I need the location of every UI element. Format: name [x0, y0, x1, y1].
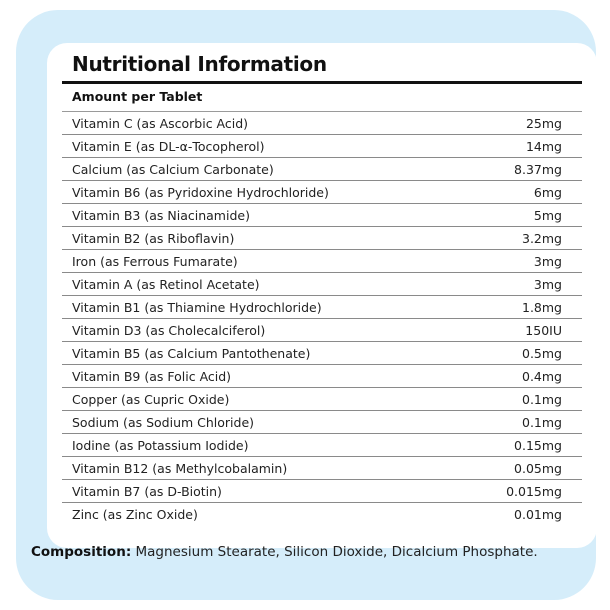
- nutrient-amount: 0.1mg: [522, 414, 562, 430]
- table-row: Sodium (as Sodium Chloride) 0.1mg: [62, 410, 582, 433]
- nutrient-name: Iodine (as Potassium Iodide): [72, 437, 249, 453]
- nutrient-name: Vitamin B9 (as Folic Acid): [72, 368, 232, 384]
- nutrient-name: Copper (as Cupric Oxide): [72, 391, 230, 407]
- table-row: Vitamin B7 (as D-Biotin) 0.015mg: [62, 479, 582, 502]
- nutrient-amount: 25mg: [525, 115, 562, 131]
- nutrient-amount: 8.37mg: [514, 161, 562, 177]
- nutrient-amount: 14mg: [525, 138, 562, 154]
- nutrient-name: Vitamin C (as Ascorbic Acid): [72, 115, 249, 131]
- nutrient-name: Vitamin B12 (as Methylcobalamin): [72, 460, 288, 476]
- table-row: Iron (as Ferrous Fumarate) 3mg: [62, 249, 582, 272]
- nutrient-amount: 0.1mg: [522, 391, 562, 407]
- nutrient-name: Vitamin A (as Retinol Acetate): [72, 276, 260, 292]
- table-row: Iodine (as Potassium Iodide) 0.15mg: [62, 433, 582, 456]
- table-row: Vitamin B5 (as Calcium Pantothenate) 0.5m…: [62, 341, 582, 364]
- nutrient-amount: 5mg: [533, 207, 562, 223]
- composition-text: Magnesium Stearate, Silicon Dioxide, Dic…: [135, 544, 538, 560]
- nutrient-amount: 1.8mg: [522, 299, 562, 315]
- nutrient-name: Sodium (as Sodium Chloride): [72, 414, 255, 430]
- nutrient-table: Vitamin C (as Ascorbic Acid) 25mg Vitamin …: [62, 111, 582, 525]
- table-row: Vitamin B12 (as Methylcobalamin) 0.05mg: [62, 456, 582, 479]
- nutrient-amount: 0.05mg: [514, 460, 562, 476]
- table-row: Vitamin D3 (as Cholecalciferol) 150IU: [62, 318, 582, 341]
- nutrient-name: Vitamin B1 (as Thiamine Hydrochloride): [72, 299, 322, 315]
- nutrient-amount: 3mg: [533, 276, 562, 292]
- table-row: Vitamin A (as Retinol Acetate) 3mg: [62, 272, 582, 295]
- composition: Composition: Magnesium Stearate, Silicon…: [31, 544, 538, 560]
- nutrient-name: Zinc (as Zinc Oxide): [72, 506, 198, 522]
- nutrient-amount: 3.2mg: [522, 230, 562, 246]
- nutrient-name: Vitamin E (as DL-α-Tocopherol): [72, 138, 265, 154]
- nutrient-name: Vitamin D3 (as Cholecalciferol): [72, 322, 266, 338]
- table-row: Calcium (as Calcium Carbonate) 8.37mg: [62, 157, 582, 180]
- nutrient-name: Vitamin B6 (as Pyridoxine Hydrochloride): [72, 184, 329, 200]
- table-row: Vitamin B6 (as Pyridoxine Hydrochloride)…: [62, 180, 582, 203]
- nutrient-name: Iron (as Ferrous Fumarate): [72, 253, 238, 269]
- page-title: Nutritional Information: [72, 52, 327, 76]
- nutrient-amount: 6mg: [533, 184, 562, 200]
- nutrient-amount: 0.4mg: [522, 368, 562, 384]
- nutrient-name: Vitamin B2 (as Riboflavin): [72, 230, 235, 246]
- amount-per-tablet-header: Amount per Tablet: [72, 89, 203, 104]
- table-row: Copper (as Cupric Oxide) 0.1mg: [62, 387, 582, 410]
- nutrient-name: Vitamin B3 (as Niacinamide): [72, 207, 250, 223]
- nutrient-amount: 3mg: [533, 253, 562, 269]
- nutrient-amount: 150IU: [525, 322, 562, 338]
- table-row: Vitamin B9 (as Folic Acid) 0.4mg: [62, 364, 582, 387]
- nutrient-amount: 0.01mg: [514, 506, 562, 522]
- nutrient-name: Vitamin B7 (as D-Biotin): [72, 483, 222, 499]
- table-row: Zinc (as Zinc Oxide) 0.01mg: [62, 502, 582, 525]
- table-row: Vitamin E (as DL-α-Tocopherol) 14mg: [62, 134, 582, 157]
- table-row: Vitamin C (as Ascorbic Acid) 25mg: [62, 111, 582, 134]
- background-panel: Nutritional Information Amount per Table…: [16, 10, 597, 600]
- table-row: Vitamin B2 (as Riboflavin) 3.2mg: [62, 226, 582, 249]
- nutrient-amount: 0.15mg: [514, 437, 562, 453]
- nutrient-name: Calcium (as Calcium Carbonate): [72, 161, 274, 177]
- nutrient-amount: 0.5mg: [522, 345, 562, 361]
- nutrient-name: Vitamin B5 (as Calcium Pantothenate): [72, 345, 311, 361]
- title-divider: [62, 81, 582, 84]
- table-row: Vitamin B1 (as Thiamine Hydrochloride) 1.…: [62, 295, 582, 318]
- nutrition-card: Nutritional Information Amount per Table…: [47, 43, 597, 548]
- composition-label: Composition:: [31, 544, 132, 560]
- table-row: Vitamin B3 (as Niacinamide) 5mg: [62, 203, 582, 226]
- nutrient-amount: 0.015mg: [506, 483, 562, 499]
